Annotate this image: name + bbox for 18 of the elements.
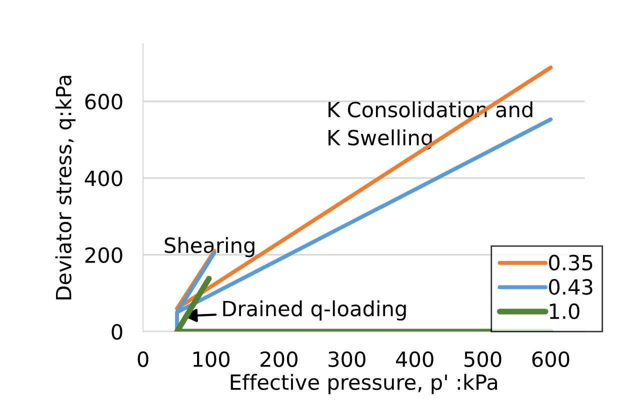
legend-label: 1.0	[550, 303, 580, 320]
y-tick-label: 600	[85, 94, 122, 110]
y-tick-label: 400	[84, 170, 122, 186]
x-tick-label: 100	[193, 351, 230, 368]
x-tick-label: 200	[260, 351, 298, 368]
annotation: Drained q-loading	[223, 300, 406, 320]
annotation: Shearing	[164, 237, 254, 258]
y-tick-label: 0	[112, 324, 122, 340]
y-axis-title: Deviator stress, q:kPa	[55, 76, 76, 300]
x-axis-title: Effective pressure, p' :kPa	[230, 374, 498, 394]
x-tick-label: 600	[532, 351, 570, 368]
x-tick-label: 0	[138, 351, 148, 368]
x-tick-label: 400	[396, 351, 434, 368]
x-tick-label: 500	[464, 351, 502, 368]
x-tick-label: 300	[328, 351, 366, 368]
y-tick-label: 200	[85, 247, 122, 263]
legend-label: 0.35	[549, 254, 592, 270]
legend-label: 0.43	[549, 279, 592, 295]
